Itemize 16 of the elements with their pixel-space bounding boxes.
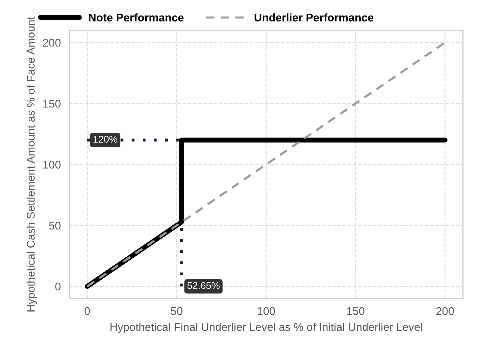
legend-label: Note Performance (89, 14, 184, 22)
y-tick-label: 200 (43, 39, 61, 47)
x-tick-label: 0 (84, 307, 90, 316)
x-tick-label: 50 (171, 307, 183, 316)
y-tick-label: 0 (56, 282, 61, 291)
y-tick-label: 50 (49, 222, 61, 230)
y-tick-label: 150 (44, 100, 61, 108)
annotation: 120% (94, 136, 118, 143)
x-axis-title: Hypothetical Final Underlier Level as % of Initial Underlier Level (110, 323, 422, 334)
legend-label: Underlier Performance (254, 14, 374, 22)
x-tick-label: 150 (347, 307, 365, 316)
annotation: 52.65% (188, 282, 220, 290)
x-tick-label: 100 (258, 307, 276, 316)
y-axis-title: Hypothetical Cash Settlement Amount as % of Face Amount (26, 16, 38, 312)
y-tick-label: 100 (44, 160, 61, 169)
x-tick-label: 200 (436, 307, 454, 316)
